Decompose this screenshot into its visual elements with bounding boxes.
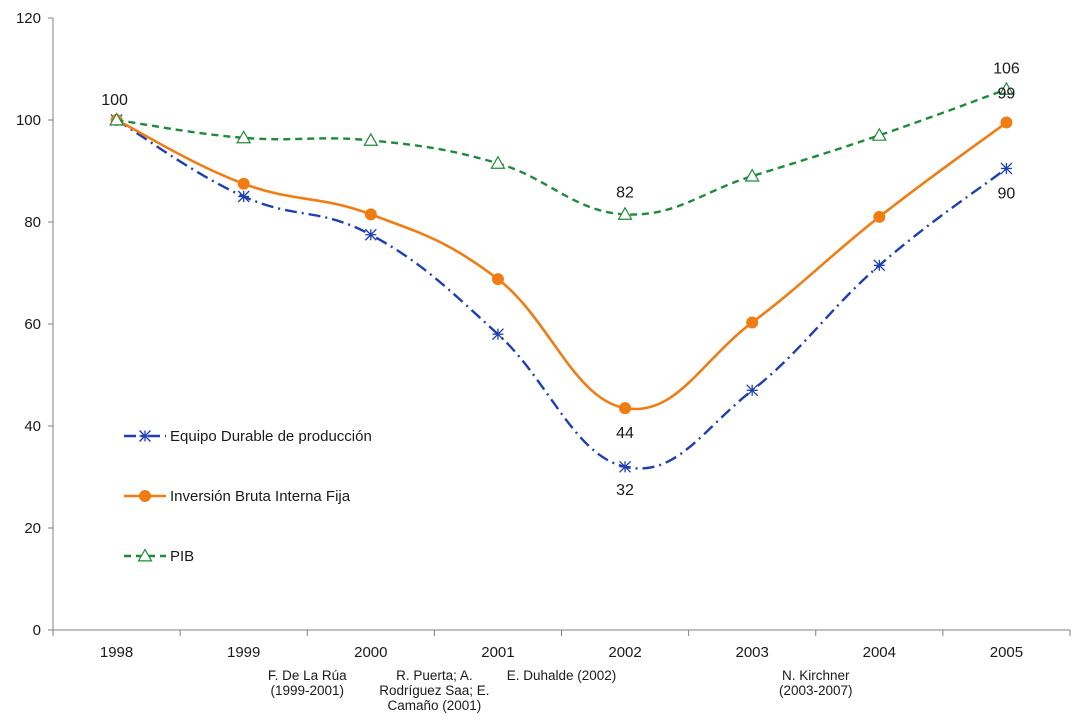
annotation-line: F. De La Rúa (268, 668, 347, 683)
x-tick-label: 2002 (608, 644, 641, 661)
data-point (490, 155, 506, 169)
data-point (237, 190, 250, 203)
legend-marker (137, 548, 153, 562)
series-2 (109, 81, 1014, 220)
annotation-line: (2003-2007) (779, 683, 853, 698)
annotation: R. Puerta; A.Rodríguez Saa; E.Camaño (20… (379, 668, 489, 713)
x-tick-label: 2003 (736, 644, 769, 661)
data-label: 99 (998, 86, 1016, 103)
data-point (491, 328, 504, 341)
data-labels: 32 90 44 99 100 82 106 (101, 60, 1020, 498)
data-point (619, 402, 632, 415)
legend-label: Inversión Bruta Interna Fija (170, 488, 351, 505)
legend-item: Equipo Durable de producción (124, 428, 372, 445)
legend-item: Inversión Bruta Interna Fija (124, 488, 351, 505)
series-line (115, 118, 1008, 470)
data-point (746, 316, 759, 329)
data-point (109, 112, 125, 126)
data-point (873, 210, 886, 223)
annotation: N. Kirchner(2003-2007) (779, 668, 853, 698)
data-point (871, 127, 887, 141)
annotation: E. Duhalde (2002) (507, 668, 617, 683)
series-line (116, 88, 1007, 216)
y-tick-label: 60 (24, 316, 41, 333)
data-point (619, 460, 632, 473)
data-label: 32 (616, 482, 634, 499)
x-tick-label: 1998 (100, 644, 133, 661)
x-tick-label: 1999 (227, 644, 260, 661)
legend-label: Equipo Durable de producción (170, 428, 372, 445)
data-label: 82 (616, 184, 634, 201)
series-layer (109, 81, 1014, 473)
data-point (363, 132, 379, 146)
data-point (873, 259, 886, 272)
series-1 (110, 114, 1013, 415)
legend-item: PIB (124, 548, 194, 565)
y-tick-label: 100 (16, 112, 41, 129)
legend: Equipo Durable de producción Inversión Br… (124, 428, 372, 565)
data-label: 44 (616, 425, 634, 442)
annotation-line: (1999-2001) (270, 683, 344, 698)
data-label: 106 (993, 60, 1020, 77)
series-line (115, 118, 1008, 411)
x-tick-label: 2004 (863, 644, 896, 661)
data-point (998, 81, 1014, 95)
data-point (746, 384, 759, 397)
axes: 0 20 40 60 80 100 120 1998 1999 2000 2001 2002 2003 2… (16, 10, 1071, 661)
x-tick-label: 2001 (481, 644, 514, 661)
data-label: 90 (998, 185, 1016, 202)
data-label: 100 (101, 92, 128, 109)
y-tick-label: 120 (16, 10, 41, 27)
data-point (364, 228, 377, 241)
series-0 (110, 114, 1013, 473)
data-point (237, 177, 250, 190)
annotation-line: Rodríguez Saa; E. (379, 683, 489, 698)
annotation-line: R. Puerta; A. (396, 668, 473, 683)
x-tick-label: 2000 (354, 644, 387, 661)
annotation-line: Camaño (2001) (387, 698, 481, 713)
annotations: F. De La Rúa(1999-2001) R. Puerta; A.Rodr… (268, 668, 853, 713)
data-point (744, 168, 760, 182)
legend-label: PIB (170, 548, 194, 565)
data-point (617, 206, 633, 220)
legend-marker (139, 430, 151, 442)
y-tick-label: 0 (33, 622, 41, 639)
y-tick-label: 40 (24, 418, 41, 435)
data-point (1000, 116, 1013, 129)
data-point (236, 130, 252, 144)
data-point (364, 208, 377, 221)
data-point (1000, 162, 1013, 175)
annotation-line: N. Kirchner (782, 668, 850, 683)
annotation-line: E. Duhalde (2002) (507, 668, 617, 683)
y-tick-label: 80 (24, 214, 41, 231)
annotation: F. De La Rúa(1999-2001) (268, 668, 347, 698)
legend-marker (139, 490, 151, 502)
x-tick-label: 2005 (990, 644, 1023, 661)
data-point (491, 273, 504, 286)
y-tick-label: 20 (24, 520, 41, 537)
